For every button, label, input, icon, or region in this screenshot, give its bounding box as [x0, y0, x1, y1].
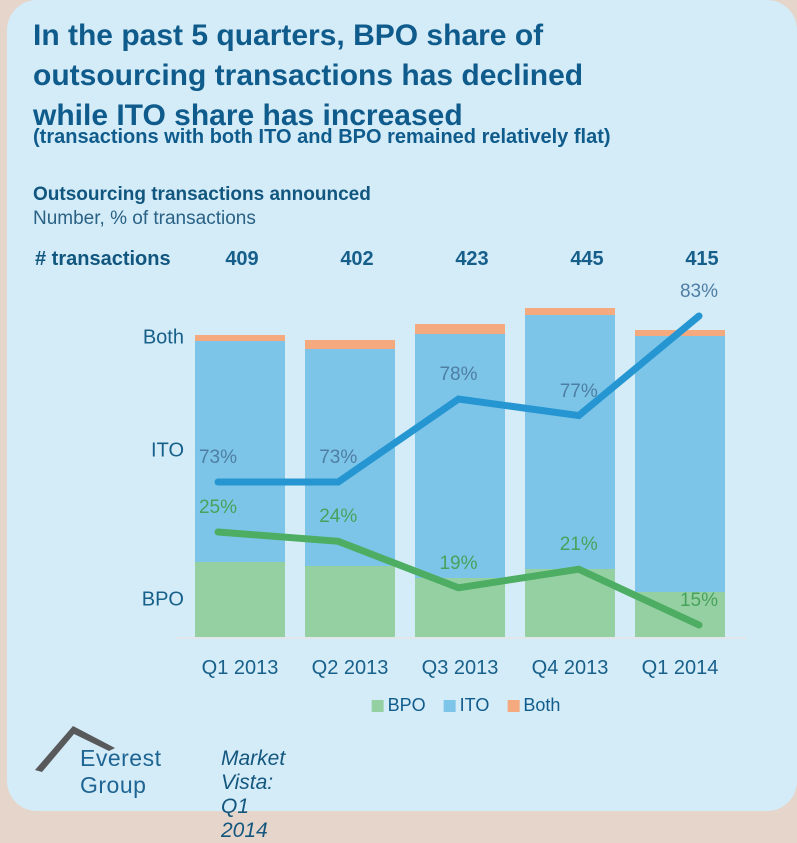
- transactions-value: 402: [340, 248, 374, 270]
- y-axis-label-both: Both: [142, 326, 184, 349]
- transactions-value: 409: [225, 248, 259, 270]
- x-axis-line: [176, 637, 746, 639]
- x-axis-label: Q3 2013: [421, 657, 499, 679]
- bar-segment-bpo: [525, 568, 615, 638]
- bpo-percent-label: 24%: [319, 506, 358, 528]
- chart-legend: BPO ITO Both: [371, 695, 560, 716]
- bar-segment-bpo: [415, 578, 505, 638]
- page-subtitle: (transactions with both ITO and BPO rema…: [33, 126, 611, 148]
- x-axis-label: Q2 2013: [311, 657, 389, 679]
- ito-percent-label: 83%: [679, 281, 719, 302]
- transactions-value: 445: [570, 248, 604, 270]
- y-axis-label-bpo: BPO: [141, 588, 184, 611]
- brand-name: Everest Group: [80, 745, 162, 798]
- bpo-percent-label: 15%: [679, 590, 719, 611]
- bar-q4-2013: [525, 308, 615, 638]
- bar-segment-ito: [635, 336, 725, 592]
- legend-label: Both: [523, 695, 561, 715]
- chart-units-label: Number, % of transactions: [33, 208, 256, 229]
- report-caption: Market Vista: Q1 2014: [221, 747, 286, 842]
- transactions-row-label: # transactions: [35, 248, 171, 270]
- transactions-value: 423: [455, 248, 489, 270]
- legend-item-ito: ITO: [443, 695, 490, 716]
- bpo-percent-label: 19%: [439, 552, 478, 574]
- ito-percent-label: 73%: [319, 447, 358, 468]
- bar-segment-ito: [525, 314, 615, 569]
- legend-swatch-both: [507, 699, 520, 712]
- legend-item-both: Both: [507, 695, 560, 716]
- bar-q1-2013: [195, 334, 285, 638]
- bpo-percent-label: 25%: [198, 497, 238, 518]
- ito-percent-label: 73%: [198, 447, 238, 468]
- page-title: In the past 5 quarters, BPO share of outs…: [33, 19, 584, 132]
- legend-swatch-bpo: [371, 699, 384, 712]
- everest-group-logo mountain-peak-icon: [35, 726, 115, 772]
- ito-percent-label: 77%: [559, 380, 598, 402]
- legend-label: BPO: [387, 695, 426, 715]
- bar-segment-both: [525, 308, 615, 315]
- slide-card: In the past 5 quarters, BPO share of outs…: [7, 0, 797, 842]
- legend-label: ITO: [459, 695, 490, 715]
- footer: Everest Group Market Vista: Q1 2014: [35, 718, 285, 842]
- bar-segment-both: [305, 339, 395, 349]
- bar-segment-both: [415, 324, 505, 334]
- x-axis-label: Q1 2014: [641, 657, 719, 679]
- y-axis-label-ito: ITO: [151, 439, 184, 462]
- bar-segment-bpo: [305, 566, 395, 638]
- legend-item-bpo: BPO: [371, 695, 426, 716]
- legend-swatch-ito: [443, 699, 456, 712]
- transactions-value: 415: [685, 248, 719, 270]
- ito-percent-label: 78%: [439, 364, 478, 385]
- bar-q2-2013: [305, 339, 395, 638]
- x-axis-label: Q4 2013: [531, 657, 609, 679]
- bpo-percent-label: 21%: [559, 534, 598, 556]
- chart-title: Outsourcing transactions announced: [33, 184, 371, 205]
- x-axis-label: Q1 2013: [201, 657, 279, 679]
- bar-segment-bpo: [195, 562, 285, 638]
